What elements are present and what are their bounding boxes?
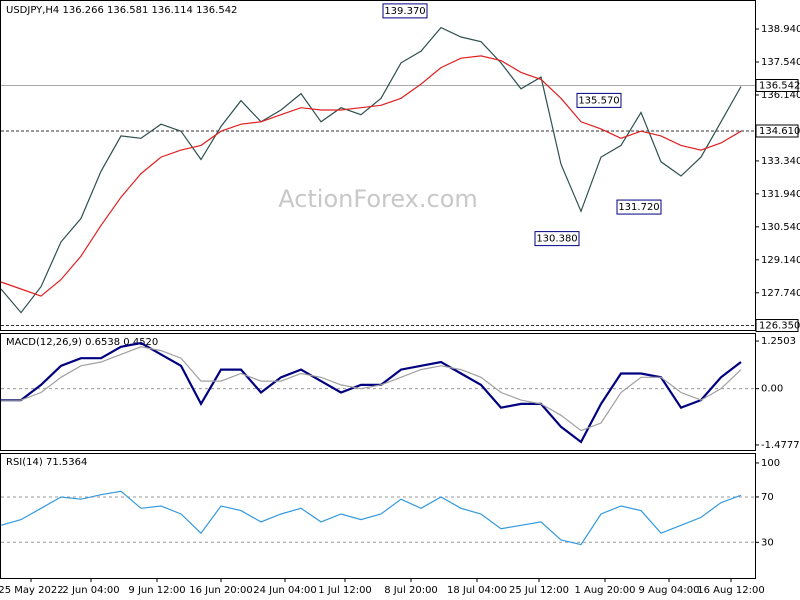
y-tick-label: 138.940 xyxy=(761,24,800,35)
x-tick-label: 25 Jul 12:00 xyxy=(509,585,569,596)
level-box xyxy=(755,78,799,92)
y-tick-label: 30 xyxy=(761,537,774,548)
macd-title: MACD(12,26,9) 0.6538 0.4520 xyxy=(6,337,158,348)
rsi-frame xyxy=(0,453,756,579)
series-line xyxy=(0,26,742,314)
x-tick-label: 9 Aug 04:00 xyxy=(638,585,699,596)
annotation-box xyxy=(382,3,428,19)
series-line xyxy=(0,490,742,546)
series-line xyxy=(0,55,742,297)
annotation-label: 131.720 xyxy=(618,202,659,213)
y-tick-label: 129.140 xyxy=(761,255,800,266)
x-tick-label: 25 May 2022 xyxy=(0,585,64,596)
x-tick-label: 1 Aug 20:00 xyxy=(574,585,635,596)
y-tick-label: 127.740 xyxy=(761,288,800,299)
price-title: USDJPY,H4 136.266 136.581 136.114 136.54… xyxy=(6,5,237,16)
price-frame xyxy=(0,0,756,331)
y-tick-label: 137.540 xyxy=(761,57,800,68)
x-tick-label: 16 Jun 20:00 xyxy=(189,585,253,596)
annotation-label: 135.570 xyxy=(578,95,619,106)
y-tick-label: 0.00 xyxy=(761,384,783,395)
x-tick-label: 24 Jun 04:00 xyxy=(253,585,317,596)
annotation-box xyxy=(534,231,580,247)
x-tick-label: 8 Jul 20:00 xyxy=(384,585,438,596)
level-box xyxy=(755,319,799,333)
level-box xyxy=(755,124,799,138)
y-tick-label: 1.2503 xyxy=(761,336,796,347)
annotation-label: 139.370 xyxy=(384,6,425,17)
y-tick-label: 70 xyxy=(761,492,774,503)
y-tick-label: 133.340 xyxy=(761,156,800,167)
level-label: 134.610 xyxy=(759,126,800,137)
y-tick-label: 130.540 xyxy=(761,222,800,233)
x-tick-label: 2 Jun 04:00 xyxy=(62,585,119,596)
annotation-box xyxy=(616,199,662,215)
annotation-label: 130.380 xyxy=(536,234,577,245)
macd-frame xyxy=(0,333,756,451)
annotation-box xyxy=(576,92,622,108)
y-tick-label: 131.940 xyxy=(761,189,800,200)
y-tick-label: 100 xyxy=(761,458,780,469)
series-line xyxy=(1,346,742,432)
x-tick-label: 18 Jul 04:00 xyxy=(447,585,507,596)
rsi-title: RSI(14) 71.5364 xyxy=(6,457,87,468)
x-tick-label: 9 Jun 12:00 xyxy=(128,585,185,596)
watermark: ActionForex.com xyxy=(278,185,478,213)
level-label: 126.350 xyxy=(759,321,800,332)
y-tick-label: -1.4777 xyxy=(761,440,800,451)
series-line xyxy=(1,341,742,444)
level-label: 136.542 xyxy=(759,80,800,91)
x-tick-label: 16 Aug 12:00 xyxy=(697,585,764,596)
y-tick-label: 136.140 xyxy=(761,90,800,101)
x-tick-label: 1 Jul 12:00 xyxy=(318,585,372,596)
